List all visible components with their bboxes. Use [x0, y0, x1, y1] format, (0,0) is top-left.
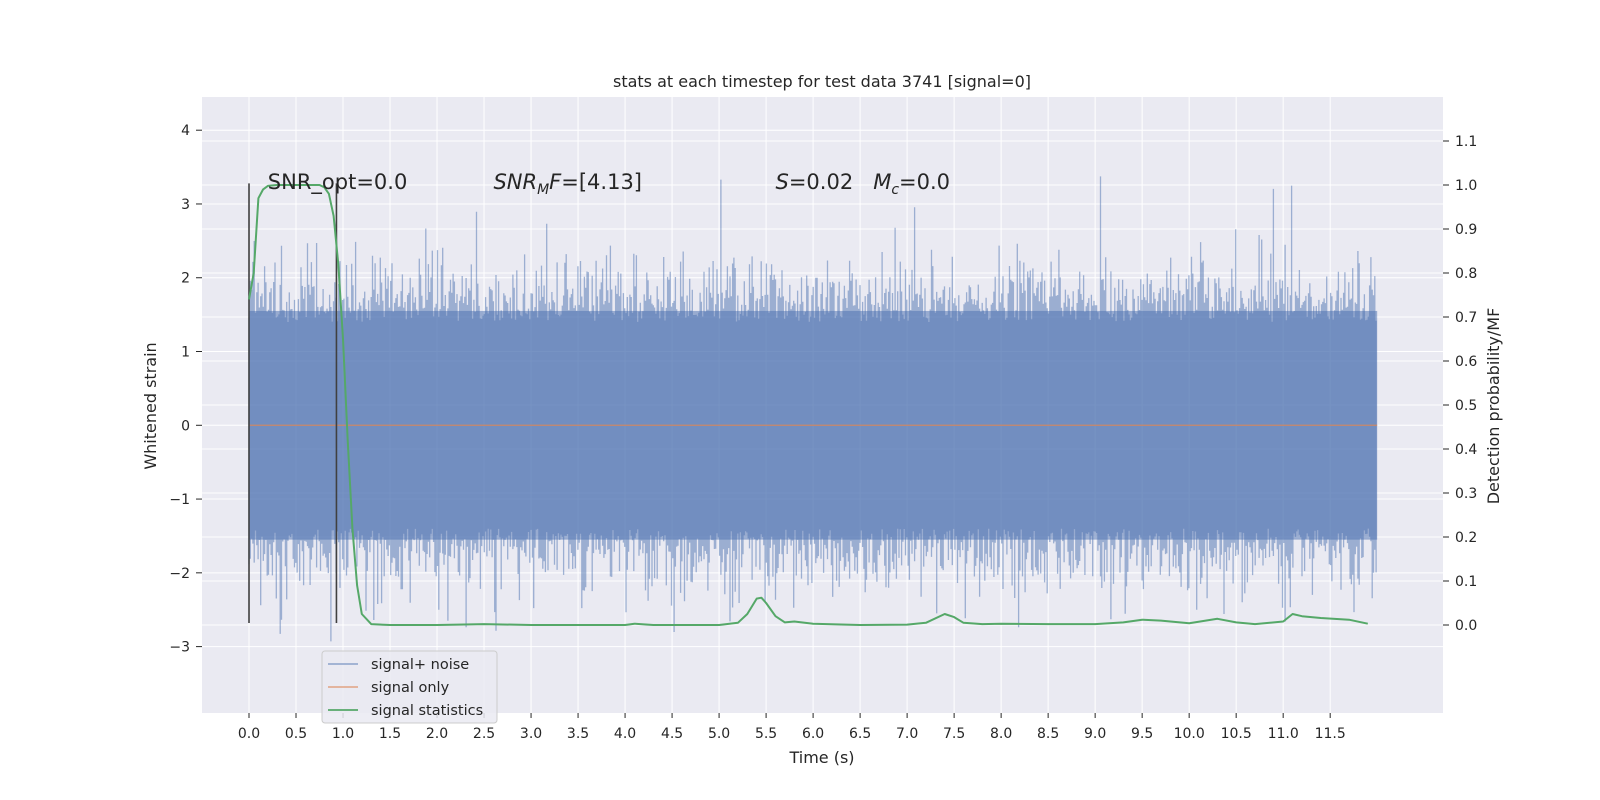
x-tick-label: 8.5 — [1037, 726, 1059, 742]
x-tick-label: 9.0 — [1084, 726, 1106, 742]
x-tick-label: 6.5 — [849, 726, 871, 742]
y-right-tick-label: 0.7 — [1455, 310, 1477, 326]
legend-frame — [321, 650, 498, 724]
annotations: SNR_opt=0.0 SNRMF=[4.13] S=0.02 Mc=0.0 — [268, 170, 950, 198]
y-right-tick-label: 0.6 — [1455, 354, 1477, 370]
x-tick-label: 10.5 — [1221, 726, 1252, 742]
x-tick-label: 2.5 — [473, 726, 495, 742]
legend-label-signal-only: signal only — [371, 680, 450, 696]
x-tick-label: 11.5 — [1315, 726, 1346, 742]
x-tick-label: 3.5 — [567, 726, 589, 742]
x-tick-label: 0.0 — [238, 726, 260, 742]
y-right-tick-label: 0.5 — [1455, 398, 1477, 414]
x-tick-label: 11.0 — [1268, 726, 1299, 742]
y-right-tick-label: 1.0 — [1455, 178, 1477, 194]
annotation-snr-mf-var: SNR — [493, 170, 537, 194]
y-right-tick-label: 0.0 — [1455, 618, 1477, 634]
x-tick-label: 10.0 — [1174, 726, 1205, 742]
annotation-snr-opt: SNR_opt=0.0 — [268, 170, 408, 195]
x-tick-label: 5.0 — [708, 726, 730, 742]
x-axis-title: Time (s) — [788, 748, 854, 767]
y-left-tick-label: 1 — [181, 345, 190, 361]
y-right-tick-label: 0.3 — [1455, 486, 1477, 502]
annotation-snr-mf: SNRMF=[4.13] — [493, 170, 642, 198]
y-left-tick-label: −3 — [169, 640, 190, 656]
x-tick-label: 3.0 — [520, 726, 542, 742]
chart-title: stats at each timestep for test data 374… — [613, 72, 1031, 91]
x-tick-label: 8.0 — [990, 726, 1012, 742]
axis-ticks: 0.0 0.5 1.0 1.5 2.0 2.5 3.0 3.5 4.0 4.5 5.0 5.5 6.0 6… — [169, 123, 1477, 742]
x-tick-label: 5.5 — [755, 726, 777, 742]
x-tick-label: 2.0 — [426, 726, 448, 742]
annotation-s-mc: S=0.02 Mc=0.0 — [775, 170, 950, 198]
x-tick-label: 1.0 — [332, 726, 354, 742]
x-tick-label: 7.0 — [896, 726, 918, 742]
vertical-markers — [248, 183, 338, 623]
annotation-snr-mf-f: F — [549, 170, 562, 194]
y-left-tick-label: 2 — [181, 271, 190, 287]
annotation-s-var: S — [775, 170, 788, 194]
y-right-tick-label: 0.2 — [1455, 530, 1477, 546]
legend-label-signal-plus-noise: signal+ noise — [371, 657, 469, 673]
y-left-tick-label: 3 — [181, 197, 190, 213]
y-left-tick-label: 0 — [181, 418, 190, 434]
annotation-snr-mf-value: =[4.13] — [561, 170, 642, 194]
signal-statistics-line — [248, 184, 1369, 626]
legend: signal+ noise signal only signal statist… — [321, 650, 498, 724]
annotation-mc-var: M — [873, 170, 891, 194]
y-right-tick-label: 1.1 — [1455, 134, 1477, 150]
x-tick-label: 1.5 — [379, 726, 401, 742]
x-tick-label: 0.5 — [285, 726, 307, 742]
y-axis-right-title: Detection probability/MF — [1484, 308, 1503, 505]
x-tick-label: 9.5 — [1131, 726, 1153, 742]
y-left-tick-label: −1 — [169, 492, 190, 508]
annotation-snr-mf-sub: M — [537, 182, 549, 198]
annotation-mc-sub: c — [891, 182, 899, 198]
annotation-s-value: =0.02 — [789, 170, 853, 194]
y-right-tick-label: 0.1 — [1455, 574, 1477, 590]
y-right-tick-label: 0.4 — [1455, 442, 1477, 458]
x-tick-label: 4.5 — [661, 726, 683, 742]
x-tick-label: 7.5 — [943, 726, 965, 742]
y-right-tick-label: 0.9 — [1455, 222, 1477, 238]
y-left-tick-label: −2 — [169, 566, 190, 582]
legend-label-signal-statistics: signal statistics — [371, 703, 483, 719]
y-right-tick-label: 0.8 — [1455, 266, 1477, 282]
y-axis-left-title: Whitened strain — [141, 342, 160, 469]
annotation-mc-value: =0.0 — [899, 170, 950, 194]
x-tick-label: 4.0 — [614, 726, 636, 742]
x-tick-label: 6.0 — [802, 726, 824, 742]
y-left-tick-label: 4 — [181, 123, 190, 139]
series-signal-statistics — [248, 184, 1369, 626]
